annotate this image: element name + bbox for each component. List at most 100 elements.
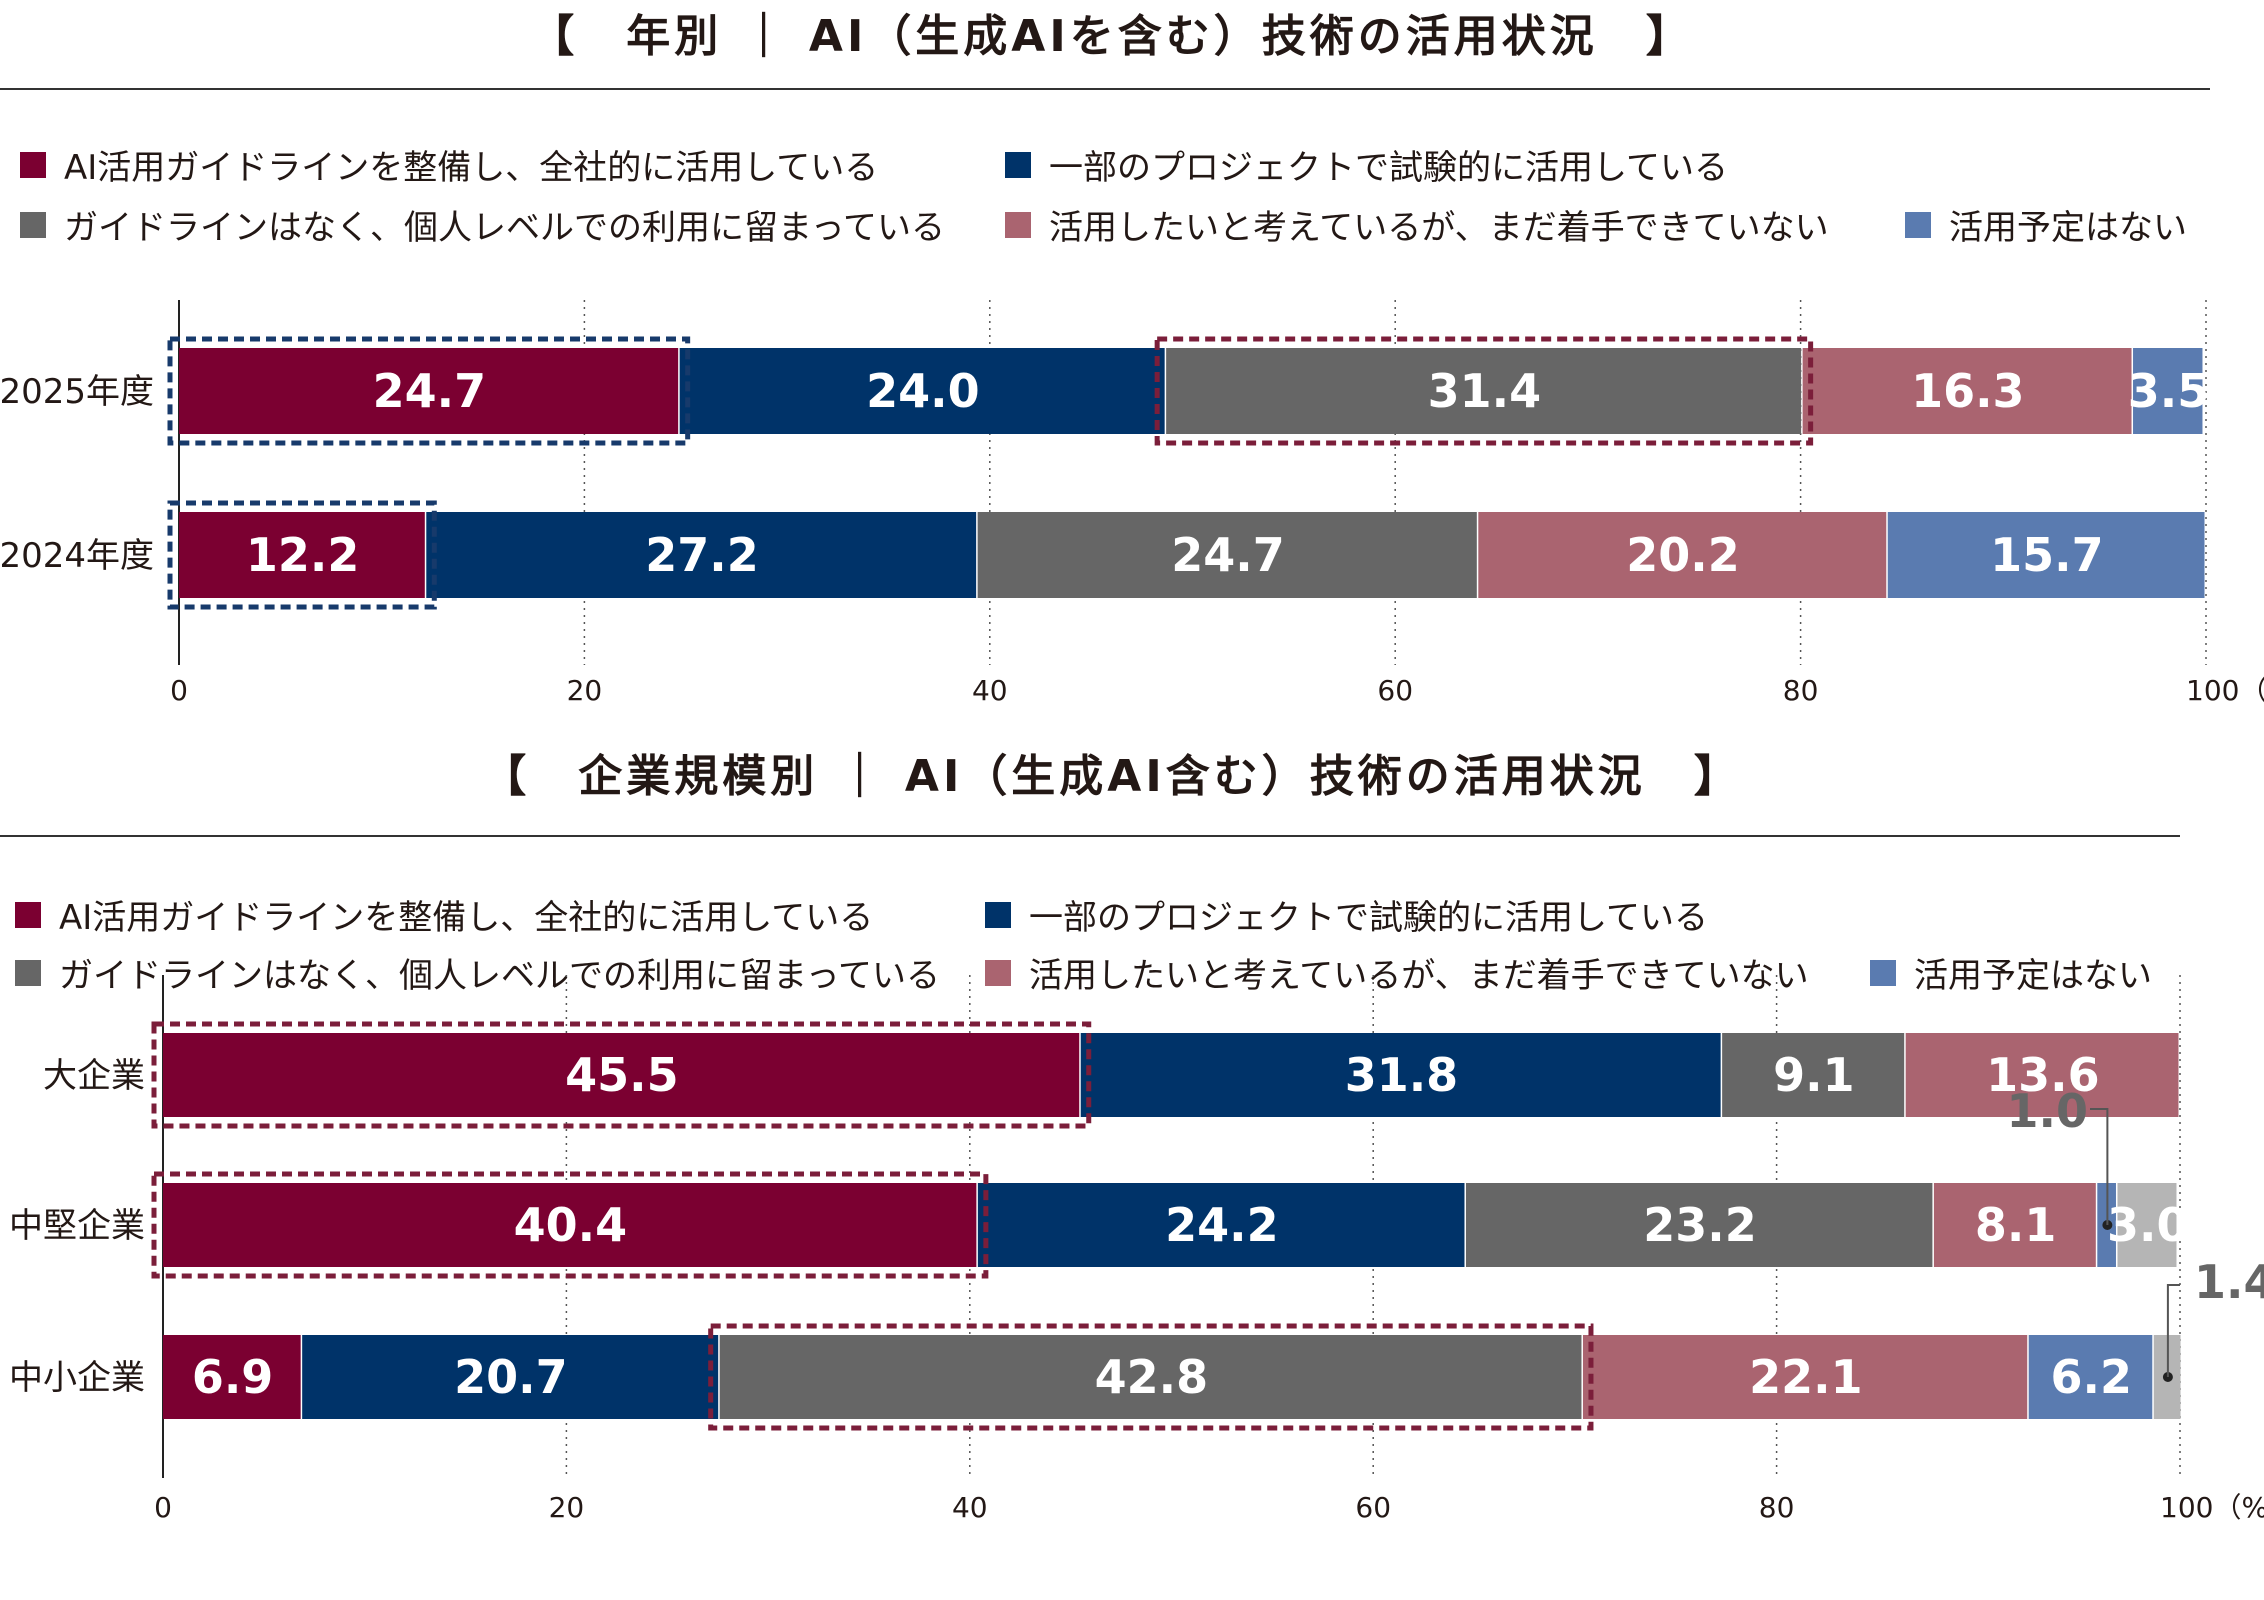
year-highlight-box xyxy=(167,336,691,446)
year-data-label: 20.2 xyxy=(1626,528,1740,582)
year-data-label: 24.7 xyxy=(373,364,487,418)
size-data-label: 6.2 xyxy=(2051,1350,2133,1404)
legend-swatch xyxy=(985,959,1011,986)
year-tick-label: 80 xyxy=(1783,674,1819,707)
size-bar-want xyxy=(1582,1335,2028,1419)
year-category-label: 2024年度 xyxy=(0,536,154,576)
year-data-label: 15.7 xyxy=(1990,528,2104,582)
size-tick-label: 20 xyxy=(549,1491,585,1524)
size-highlight-box xyxy=(708,1323,1594,1431)
legend-label: AI活用ガイドラインを整備し、全社的に活用している xyxy=(64,148,879,188)
year-tick-label: 60 xyxy=(1377,674,1413,707)
legend-swatch xyxy=(985,901,1011,928)
year-category-label: 2025年度 xyxy=(0,372,154,412)
year-legend-item-want: 活用したいと考えているが、まだ着手できていない xyxy=(1005,200,1829,249)
size-bar-want xyxy=(1905,1033,2179,1117)
size-tick-label: 100（%） xyxy=(2160,1491,2264,1524)
size-bar-other xyxy=(2117,1183,2177,1267)
legend-swatch xyxy=(15,901,41,928)
legend-swatch xyxy=(1005,151,1031,178)
year-stacked-bar-chart: 0 20 40 60 80 100（%） 2025年度 24.7 24.0 31.4 16.3 3.5… xyxy=(0,300,2264,707)
legend-swatch xyxy=(20,211,46,238)
size-data-label: 40.4 xyxy=(514,1198,628,1252)
legend-label: 活用したいと考えているが、まだ着手できていない xyxy=(1049,208,1829,248)
size-data-label: 13.6 xyxy=(1986,1048,2100,1102)
size-data-label: 8.1 xyxy=(1975,1198,2057,1252)
size-bar-individual xyxy=(1465,1183,1933,1267)
size-bar-no-plan xyxy=(2028,1335,2153,1419)
year-bar-trial xyxy=(679,348,1165,434)
legend-label: 活用予定はない xyxy=(1914,956,2152,996)
year-data-label: 31.4 xyxy=(1428,364,1542,418)
size-legend-item-guideline: AI活用ガイドラインを整備し、全社的に活用している xyxy=(15,890,873,939)
year-tick-label: 100（%） xyxy=(2186,674,2264,707)
size-data-label: 9.1 xyxy=(1773,1048,1855,1102)
year-bar-guideline xyxy=(179,348,679,434)
size-bar-trial xyxy=(1080,1033,1721,1117)
year-bar-no-plan xyxy=(1887,512,2205,598)
company-size-chart-title: 【 企業規模別 ｜ AI（生成AI含む）技術の活用状況 】 xyxy=(482,751,1742,802)
legend-label: ガイドラインはなく、個人レベルでの利用に留まっている xyxy=(64,208,945,248)
year-bar-no-plan xyxy=(2133,348,2203,434)
size-data-label: 1.0 xyxy=(2007,1084,2089,1138)
legend-swatch xyxy=(1905,211,1931,238)
size-bar-trial xyxy=(977,1183,1465,1267)
size-data-label: 22.1 xyxy=(1749,1350,1863,1404)
legend-swatch xyxy=(1005,211,1031,238)
legend-swatch xyxy=(15,959,41,986)
year-tick-label: 20 xyxy=(567,674,603,707)
year-legend-item-trial: 一部のプロジェクトで試験的に活用している xyxy=(1005,140,1728,189)
year-bar-want xyxy=(1478,512,1887,598)
size-bar-guideline xyxy=(163,1033,1080,1117)
size-data-label: 20.7 xyxy=(454,1350,568,1404)
year-legend-item-guideline: AI活用ガイドラインを整備し、全社的に活用している xyxy=(20,140,878,189)
year-bar-individual xyxy=(977,512,1477,598)
size-category-label: 中小企業 xyxy=(9,1358,145,1398)
size-category-label: 中堅企業 xyxy=(9,1206,145,1246)
company-size-stacked-bar-chart: 0 20 40 60 80 100（%） 大企業 45.5 31.8 9.1 13.6 中堅企業 40.… xyxy=(9,975,2264,1524)
size-legend-item-no-plan: 活用予定はない xyxy=(1870,948,2152,997)
size-data-label: 42.8 xyxy=(1095,1350,1209,1404)
size-data-label: 23.2 xyxy=(1643,1198,1757,1252)
size-tick-label: 60 xyxy=(1355,1491,1391,1524)
year-title-rule xyxy=(0,88,2210,90)
legend-label: AI活用ガイドラインを整備し、全社的に活用している xyxy=(59,898,874,938)
size-callout-leader xyxy=(2090,1108,2109,1225)
company-size-panel: 【 企業規模別 ｜ AI（生成AI含む）技術の活用状況 】 AI活用ガイドライン… xyxy=(0,740,2264,1599)
year-tick-label: 0 xyxy=(170,674,188,707)
legend-label: ガイドラインはなく、個人レベルでの利用に留まっている xyxy=(59,956,940,996)
year-data-label: 16.3 xyxy=(1911,364,2025,418)
year-bar-individual xyxy=(1166,348,1802,434)
size-legend-item-individual: ガイドラインはなく、個人レベルでの利用に留まっている xyxy=(15,948,940,997)
size-data-label: 45.5 xyxy=(565,1048,679,1102)
year-bar-want xyxy=(1802,348,2132,434)
year-data-label: 24.0 xyxy=(866,364,980,418)
company-size-title-rule xyxy=(0,835,2180,837)
size-bar-trial xyxy=(302,1335,719,1419)
year-data-label: 24.7 xyxy=(1171,528,1285,582)
legend-label: 一部のプロジェクトで試験的に活用している xyxy=(1029,898,1708,938)
year-panel: 【 年別 ｜ AI（生成AIを含む）技術の活用状況 】 AI活用ガイドラインを整… xyxy=(0,0,2264,740)
size-bar-individual xyxy=(719,1335,1582,1419)
size-tick-label: 80 xyxy=(1759,1491,1795,1524)
size-data-label: 6.9 xyxy=(192,1350,274,1404)
year-highlight-box xyxy=(1154,336,1814,446)
size-tick-label: 40 xyxy=(952,1491,988,1524)
year-tick-label: 40 xyxy=(972,674,1008,707)
legend-label: 一部のプロジェクトで試験的に活用している xyxy=(1049,148,1728,188)
year-data-label: 12.2 xyxy=(246,528,360,582)
size-highlight-box xyxy=(151,1021,1092,1129)
year-bar-trial xyxy=(426,512,977,598)
size-bar-guideline xyxy=(163,1335,301,1419)
size-category-label: 大企業 xyxy=(43,1056,145,1096)
size-data-label: 31.8 xyxy=(1345,1048,1459,1102)
legend-label: 活用予定はない xyxy=(1949,208,2187,248)
legend-swatch xyxy=(1870,959,1896,986)
year-data-label: 27.2 xyxy=(645,528,759,582)
size-bar-individual xyxy=(1722,1033,1905,1117)
year-data-label: 3.5 xyxy=(2128,364,2210,418)
legend-label: 活用したいと考えているが、まだ着手できていない xyxy=(1029,956,1809,996)
size-legend-item-want: 活用したいと考えているが、まだ着手できていない xyxy=(985,948,1809,997)
legend-swatch xyxy=(20,151,46,178)
size-legend-item-trial: 一部のプロジェクトで試験的に活用している xyxy=(985,890,1708,939)
